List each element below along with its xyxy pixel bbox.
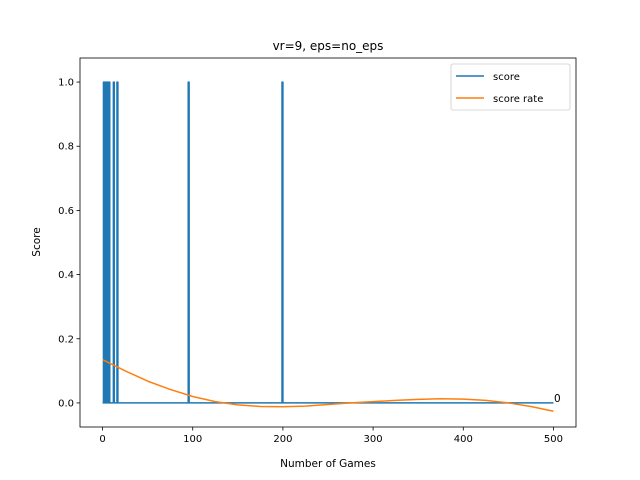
x-tick-label: 200 xyxy=(273,434,292,445)
y-tick-label: 0.8 xyxy=(58,142,74,153)
x-axis-label: Number of Games xyxy=(280,458,376,470)
end-annotation: 0 xyxy=(554,393,561,405)
y-tick-label: 1.0 xyxy=(58,78,74,89)
x-axis-ticks: 0 100 200 300 400 500 xyxy=(99,427,563,445)
series-line-score-rate xyxy=(102,358,554,413)
x-tick-label: 0 xyxy=(99,434,105,445)
series-line-score xyxy=(102,81,554,404)
plot-frame xyxy=(79,57,577,428)
y-tick-label: 0.4 xyxy=(58,270,74,281)
x-tick-label: 400 xyxy=(454,434,473,445)
legend-label: score rate xyxy=(493,94,543,105)
x-tick-label: 100 xyxy=(183,434,202,445)
x-tick-label: 500 xyxy=(544,434,563,445)
plot-area xyxy=(79,57,577,428)
y-tick-label: 0.2 xyxy=(58,334,74,345)
legend: score score rate xyxy=(450,63,571,111)
series-layer xyxy=(102,81,554,413)
y-tick-label: 0.6 xyxy=(58,206,74,217)
y-axis-ticks: 0.0 0.2 0.4 0.6 0.8 1.0 xyxy=(58,78,80,409)
y-tick-label: 0.0 xyxy=(58,398,74,409)
y-axis-label: Score xyxy=(31,227,43,256)
chart-title: vr=9, eps=no_eps xyxy=(273,39,384,53)
x-tick-label: 300 xyxy=(364,434,383,445)
legend-label: score xyxy=(493,72,520,83)
